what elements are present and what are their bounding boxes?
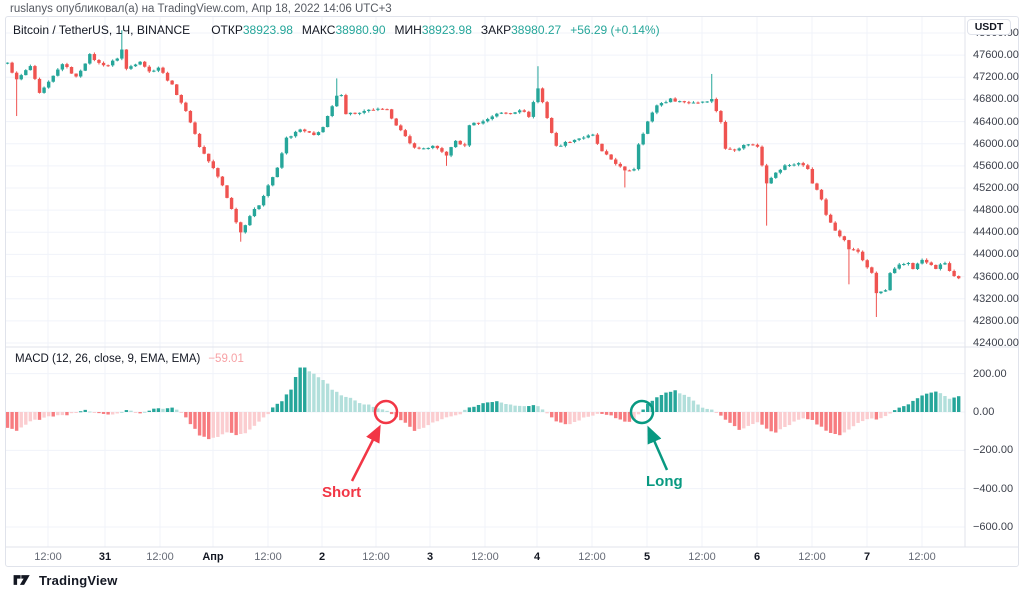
price-axis-label: 46400.00 — [973, 115, 1019, 128]
price-axis-label: 47600.00 — [973, 49, 1019, 62]
macd-value: −59.01 — [208, 353, 244, 365]
open-label: ОТКР — [211, 23, 243, 37]
price-axis-label: 44000.00 — [973, 248, 1019, 261]
macd-axis-label: −400.00 — [973, 482, 1014, 495]
time-axis-tick: 3 — [426, 551, 434, 563]
long-circle — [629, 399, 655, 425]
change-value: +56.29 (+0.14%) — [570, 23, 660, 37]
price-axis-label: 46000.00 — [973, 137, 1019, 150]
annotations-layer — [350, 399, 669, 482]
short-circle — [373, 399, 399, 425]
time-axis[interactable]: 12:00 31 12:00 Апр 12:00 2 12:00 3 12:00 4 12:00 5 1… — [6, 547, 1018, 566]
time-axis-tick: 12:00 — [146, 551, 174, 563]
price-axis-label: 45200.00 — [973, 182, 1019, 194]
chart-card: Bitcoin / TetherUS, 1Ч, BINANCE ОТКР38923… — [5, 16, 1019, 567]
macd-title: MACD (12, 26, close, 9, EMA, EMA) — [15, 353, 201, 365]
low-label: МИН — [394, 23, 422, 37]
time-axis-tick: 12:00 — [362, 551, 390, 563]
currency-badge: USDT — [967, 19, 1011, 35]
byline: ruslanys опубликовал(а) на TradingView.c… — [10, 3, 392, 15]
price-axis-label: 44400.00 — [973, 226, 1019, 239]
price-axis-label: 45600.00 — [973, 159, 1019, 172]
long-annotation-label: Long — [646, 473, 683, 490]
time-axis-tick: 31 — [98, 551, 112, 563]
time-axis-tick: 12:00 — [471, 551, 499, 563]
time-axis-tick: 5 — [643, 551, 651, 563]
grid-layer — [6, 17, 965, 547]
close-label: ЗАКР — [480, 23, 512, 37]
time-axis-tick: 12:00 — [578, 551, 606, 563]
time-axis-tick: 2 — [318, 551, 326, 563]
footer: TradingView — [12, 570, 118, 590]
macd-histogram-layer — [6, 367, 961, 440]
high-label: МАКС — [301, 23, 336, 37]
time-axis-tick: 12:00 — [34, 551, 62, 563]
time-axis-tick: 12:00 — [254, 551, 282, 563]
close-value: 38980.27 — [511, 23, 562, 37]
time-axis-tick: 7 — [863, 551, 871, 563]
macd-legend: MACD (12, 26, close, 9, EMA, EMA) −59.01 — [15, 353, 244, 365]
price-axis-label: 42400.00 — [973, 337, 1019, 349]
tradingview-logo-icon[interactable] — [12, 573, 32, 587]
price-axis-label: 44800.00 — [973, 204, 1019, 217]
candles-layer — [6, 30, 961, 317]
macd-axis-label: −600.00 — [973, 521, 1014, 533]
macd-axis-label: 0.00 — [973, 406, 995, 418]
price-axis-label: 43200.00 — [973, 292, 1019, 305]
time-axis-tick: 6 — [753, 551, 761, 563]
macd-axis-label: 200.00 — [973, 367, 1007, 380]
macd-axis[interactable]: 200.00 0.00 −200.00 −400.00 −600.00 — [966, 17, 1018, 547]
symbol-title: Bitcoin / TetherUS, 1Ч, BINANCE — [13, 23, 191, 37]
tradingview-brand[interactable]: TradingView — [39, 572, 118, 588]
price-axis-label: 42800.00 — [973, 314, 1019, 327]
price-axis-label: 47200.00 — [973, 71, 1019, 84]
open-value: 38923.98 — [242, 23, 293, 37]
time-axis-tick: Апр — [202, 551, 224, 563]
time-axis-tick: 12:00 — [688, 551, 716, 563]
time-axis-tick: 12:00 — [908, 551, 936, 563]
price-axis-label: 43600.00 — [973, 270, 1019, 283]
low-value: 38923.98 — [421, 23, 472, 37]
high-value: 38980.90 — [335, 23, 386, 37]
time-axis-tick: 4 — [533, 551, 541, 563]
long-arrow — [647, 425, 669, 471]
time-axis-tick: 12:00 — [798, 551, 826, 563]
macd-axis-label: −200.00 — [973, 444, 1014, 457]
short-annotation-label: Short — [322, 484, 362, 501]
symbol-legend: Bitcoin / TetherUS, 1Ч, BINANCE ОТКР38923… — [13, 23, 660, 37]
price-axis-label: 46800.00 — [973, 93, 1019, 106]
price-chart-canvas[interactable] — [6, 17, 1018, 566]
short-arrow — [350, 424, 381, 482]
